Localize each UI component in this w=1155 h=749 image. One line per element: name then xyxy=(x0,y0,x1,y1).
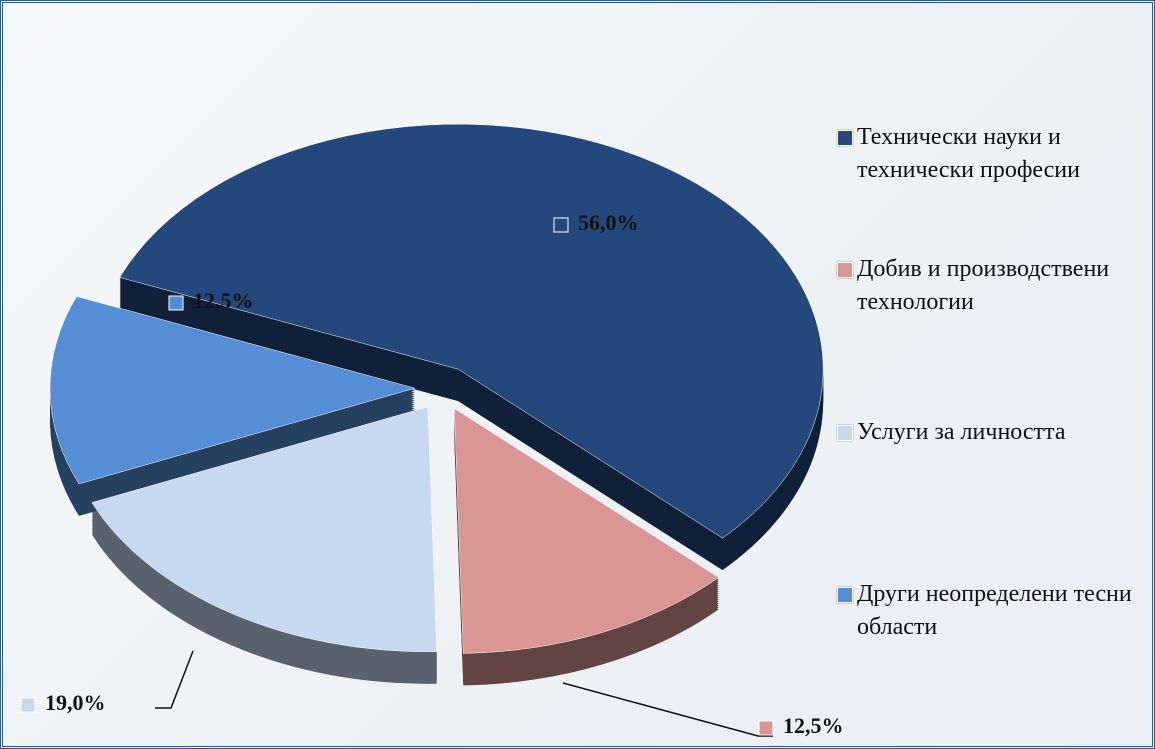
slice xyxy=(49,296,416,485)
legend-entry: Технически науки и технически професии xyxy=(837,121,1152,187)
legend-entry: Услуги за личността xyxy=(837,416,1152,449)
leader-line xyxy=(155,650,194,709)
legend-swatch xyxy=(837,587,853,603)
label-marker xyxy=(553,217,569,233)
slice xyxy=(119,123,824,539)
leader-line xyxy=(562,682,773,737)
legend-entry: Добив и производствени технологии xyxy=(837,253,1152,319)
data-label: 56,0% xyxy=(578,210,639,235)
legend-label: Услуги за личността xyxy=(857,419,1066,445)
slice xyxy=(454,408,720,654)
label-marker xyxy=(20,697,36,713)
slice xyxy=(91,406,438,653)
legend-swatch xyxy=(837,425,853,441)
legend-label: Други неопределени тесни области xyxy=(857,581,1132,640)
label-marker xyxy=(168,295,184,311)
legend-swatch xyxy=(837,130,853,146)
plot: 56,0% 12,5% 19,0% 12,5% xyxy=(20,123,844,738)
data-label: 12,5% xyxy=(193,288,254,313)
data-label: 12,5% xyxy=(783,713,844,738)
legend-entry: Други неопределени тесни области xyxy=(837,578,1152,644)
label-marker xyxy=(758,720,774,736)
data-label: 19,0% xyxy=(45,690,106,715)
legend-swatch xyxy=(837,262,853,278)
legend-label: Технически науки и технически професии xyxy=(857,124,1080,183)
legend-label: Добив и производствени технологии xyxy=(857,256,1110,315)
